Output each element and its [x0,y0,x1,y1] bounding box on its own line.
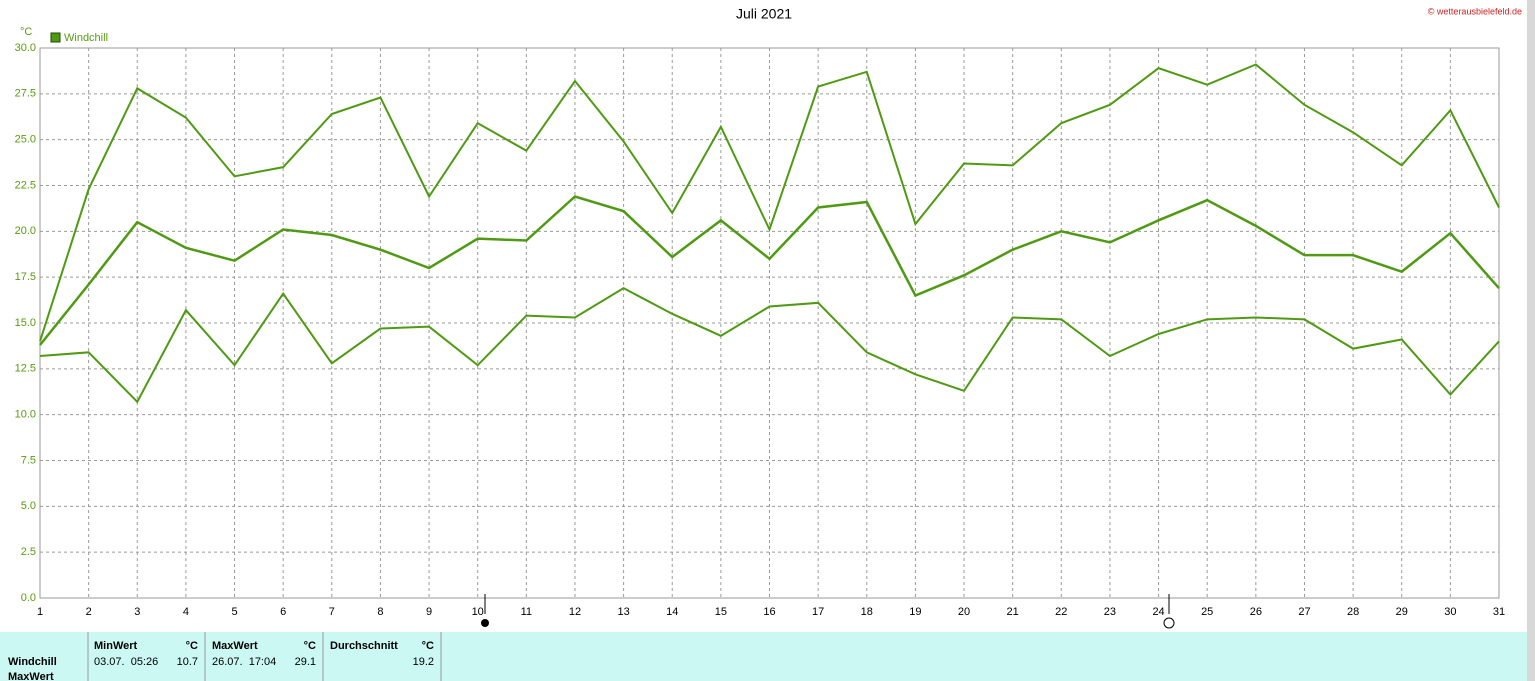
x-tick-label: 17 [812,606,824,618]
x-tick-label: 27 [1298,606,1310,618]
x-tick-label: 22 [1055,606,1067,618]
table-header: MinWert [94,640,138,652]
x-tick-label: 21 [1007,606,1019,618]
y-tick-label: 20.0 [15,225,36,237]
full-moon-icon [1163,617,1175,629]
x-tick-label: 7 [329,606,335,618]
x-tick-label: 8 [377,606,383,618]
x-tick-label: 29 [1396,606,1408,618]
x-tick-label: 15 [715,606,727,618]
y-tick-label: 25.0 [15,134,36,146]
x-tick-label: 1 [37,606,43,618]
y-tick-label: 10.0 [15,409,36,421]
data-line [39,195,1500,346]
x-tick-label: 14 [666,606,678,618]
x-tick-label: 19 [909,606,921,618]
cell: 29.1 [295,656,316,668]
x-tick-label: 4 [183,606,189,618]
cell: 03.07. 05:26 [94,656,158,668]
y-tick-label: 12.5 [15,363,36,375]
x-tick-label: 11 [521,606,532,618]
x-tick-label: 10 [472,606,484,618]
chart-title: Juli 2021 [736,6,792,22]
y-tick-label: 22.5 [15,179,36,191]
stats-panel [0,632,1527,681]
x-tick-label: 5 [231,606,237,618]
y-tick-label: 15.0 [15,317,36,329]
y-tick-label: 17.5 [15,271,36,283]
y-tick-label: 0.0 [21,592,36,604]
x-tick-label: 18 [861,606,873,618]
x-tick-label: 25 [1201,606,1213,618]
y-tick-label: 5.0 [21,500,36,512]
row-label: Windchill [8,656,57,668]
cell: 10.7 [177,656,198,668]
row-label: MaxWert [8,671,54,681]
y-tick-label: 30.0 [15,42,36,54]
x-tick-label: 30 [1444,606,1456,618]
y-tick-label: 2.5 [21,546,36,558]
table-header: °C [422,640,434,652]
x-tick-label: 20 [958,606,970,618]
x-tick-label: 24 [1152,606,1164,618]
x-tick-label: 12 [569,606,581,618]
legend-swatch [50,32,61,43]
x-tick-label: 6 [280,606,286,618]
x-tick-label: 31 [1493,606,1505,618]
x-tick-label: 2 [86,606,92,618]
window-edge [1527,0,1535,681]
x-tick-label: 26 [1250,606,1262,618]
x-tick-label: 28 [1347,606,1359,618]
table-header: MaxWert [212,640,258,652]
x-tick-label: 23 [1104,606,1116,618]
x-tick-label: 3 [134,606,140,618]
credit: © wetterausbielefeld.de [1428,6,1522,16]
data-line [39,63,1500,342]
y-tick-label: 27.5 [15,88,36,100]
table-header: °C [186,640,198,652]
new-moon-icon [481,619,489,627]
table-header: °C [304,640,316,652]
data-line [39,287,1500,404]
plot-frame [39,47,1500,599]
x-tick-label: 13 [617,606,629,618]
x-tick-label: 16 [763,606,775,618]
table-header: Durchschnitt [330,640,398,652]
y-unit: °C [20,26,32,38]
cell: 19.2 [413,656,434,668]
y-tick-label: 7.5 [21,454,36,466]
cell: 26.07. 17:04 [212,656,276,668]
legend-label: Windchill [64,32,108,44]
x-tick-label: 9 [426,606,432,618]
